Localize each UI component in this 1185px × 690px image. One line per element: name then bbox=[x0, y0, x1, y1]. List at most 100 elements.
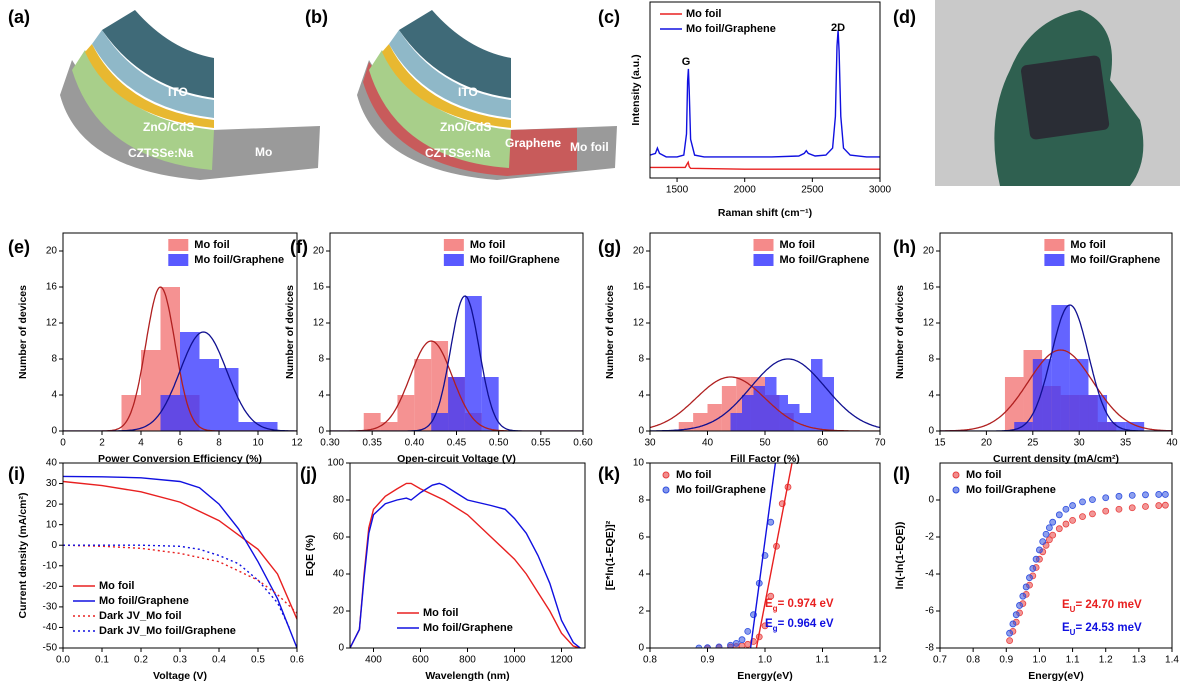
data-line bbox=[755, 463, 793, 648]
legend-label: Dark JV_Mo foil bbox=[99, 610, 182, 622]
panel-label: (f) bbox=[290, 237, 308, 257]
data-point bbox=[1155, 502, 1163, 509]
x-tick-label: 0 bbox=[60, 438, 66, 449]
y-tick-label: 4 bbox=[318, 390, 324, 401]
x-tick-label: 25 bbox=[1027, 438, 1039, 449]
data-point bbox=[715, 643, 723, 648]
data-line bbox=[650, 160, 880, 170]
layer-label: Graphene bbox=[505, 136, 561, 150]
y-tick-label: 40 bbox=[46, 458, 58, 469]
y-tick-label: 0 bbox=[51, 540, 57, 551]
chart: (j) 400 600 800 1000 1200 0 20 40 60 80 100 Waveleng… bbox=[300, 458, 586, 682]
data-point bbox=[1102, 507, 1110, 515]
chart: (f) 0.30 0.35 0.40 0.45 0.50 0.55 0.60 0 4 8 12 16 20… bbox=[284, 232, 593, 465]
x-tick-label: 0.5 bbox=[251, 655, 265, 666]
x-tick-label: 0.45 bbox=[447, 438, 467, 449]
legend-swatch bbox=[952, 486, 960, 494]
x-tick-label: 60 bbox=[817, 438, 829, 449]
layer-label: CZTSSe:Na bbox=[425, 146, 491, 160]
data-point bbox=[1128, 504, 1136, 512]
x-tick-label: 1.3 bbox=[1132, 655, 1146, 666]
y-tick-label: 100 bbox=[327, 458, 344, 469]
y-tick-label: 6 bbox=[638, 532, 644, 543]
layer-label: ITO bbox=[168, 85, 188, 99]
annotation: EU= 24.70 meV bbox=[1062, 599, 1142, 614]
x-tick-label: 1.0 bbox=[1032, 655, 1046, 666]
annotation-part: g bbox=[773, 624, 778, 633]
data-point bbox=[1055, 525, 1063, 533]
data-line bbox=[63, 480, 297, 620]
layer-label: Mo bbox=[255, 145, 272, 159]
data-point bbox=[1069, 516, 1076, 524]
panel-label: (i) bbox=[8, 464, 25, 484]
solar-cell bbox=[1021, 55, 1110, 140]
y-tick-label: 16 bbox=[46, 282, 58, 293]
diagram-b: (b) ITO ZnO/CdS CZTSSe:Na Graphene Mo fo… bbox=[305, 7, 617, 180]
x-tick-label: 30 bbox=[1074, 438, 1086, 449]
data-point bbox=[1009, 620, 1017, 628]
x-axis-label: Energy(eV) bbox=[737, 670, 792, 682]
y-tick-label: 10 bbox=[633, 458, 645, 469]
bar bbox=[1107, 422, 1126, 431]
plot-frame bbox=[649, 1, 881, 179]
y-tick-label: 0 bbox=[638, 643, 644, 654]
bar bbox=[707, 404, 722, 431]
bar bbox=[160, 395, 180, 431]
annotation-part: = 0.974 eV bbox=[778, 598, 834, 610]
data-line bbox=[749, 463, 777, 648]
x-tick-label: 4 bbox=[138, 438, 144, 449]
x-tick-label: 50 bbox=[759, 438, 771, 449]
data-line bbox=[350, 482, 581, 648]
data-point bbox=[1042, 530, 1050, 538]
chart: (i) 0.0 0.1 0.2 0.3 0.4 0.5 0.6 -50 -40 -30 -20 -10 0… bbox=[8, 458, 304, 682]
y-tick-label: 12 bbox=[313, 318, 325, 329]
y-tick-label: 8 bbox=[318, 354, 324, 365]
bar bbox=[1069, 359, 1089, 431]
legend-swatch bbox=[753, 239, 774, 251]
panel-label: (b) bbox=[305, 7, 328, 27]
data-point bbox=[1019, 592, 1027, 600]
y-tick-label: 0 bbox=[928, 495, 934, 506]
y-tick-label: 0 bbox=[928, 426, 934, 437]
y-tick-label: -2 bbox=[925, 532, 934, 543]
data-point bbox=[1161, 501, 1169, 509]
annotation: Eg= 0.964 eV bbox=[765, 618, 834, 633]
x-tick-label: 10 bbox=[252, 438, 264, 449]
data-point bbox=[738, 636, 746, 644]
x-tick-label: 0.55 bbox=[531, 438, 551, 449]
y-tick-label: -8 bbox=[925, 643, 934, 654]
x-tick-label: 0.40 bbox=[405, 438, 425, 449]
x-tick-label: 0.35 bbox=[362, 438, 382, 449]
x-tick-label: 0.4 bbox=[212, 655, 226, 666]
x-tick-label: 1.4 bbox=[1165, 655, 1179, 666]
layer-zno bbox=[92, 30, 214, 118]
data-point bbox=[744, 627, 752, 635]
panel-label: (k) bbox=[598, 464, 620, 484]
x-tick-label: 0.8 bbox=[966, 655, 980, 666]
y-tick-label: 2 bbox=[638, 606, 644, 617]
data-point bbox=[767, 518, 775, 526]
x-axis-label: Wavelength (nm) bbox=[425, 670, 509, 682]
y-tick-label: 4 bbox=[928, 390, 934, 401]
legend-label: Mo foil/Graphene bbox=[470, 254, 560, 266]
x-tick-label: 1500 bbox=[666, 185, 689, 196]
bar bbox=[678, 422, 694, 431]
y-tick-label: 4 bbox=[638, 569, 644, 580]
x-axis-label: Fill Factor (%) bbox=[730, 453, 799, 465]
data-point bbox=[1161, 491, 1169, 498]
annotation-part: E bbox=[765, 618, 773, 630]
data-point bbox=[1089, 510, 1096, 518]
y-tick-label: 80 bbox=[333, 495, 345, 506]
x-tick-label: 0.0 bbox=[56, 655, 70, 666]
data-point bbox=[1102, 494, 1110, 502]
annotation-part: E bbox=[1062, 622, 1070, 634]
x-tick-label: 6 bbox=[177, 438, 183, 449]
layer-ito bbox=[102, 10, 214, 98]
data-point bbox=[1049, 518, 1057, 526]
legend-swatch bbox=[662, 486, 670, 494]
legend-swatch bbox=[168, 239, 189, 251]
data-point bbox=[1016, 602, 1023, 609]
y-axis-label: [E*ln(1-EQE)]² bbox=[604, 520, 616, 590]
data-point bbox=[1039, 538, 1047, 546]
legend-swatch bbox=[443, 239, 464, 251]
